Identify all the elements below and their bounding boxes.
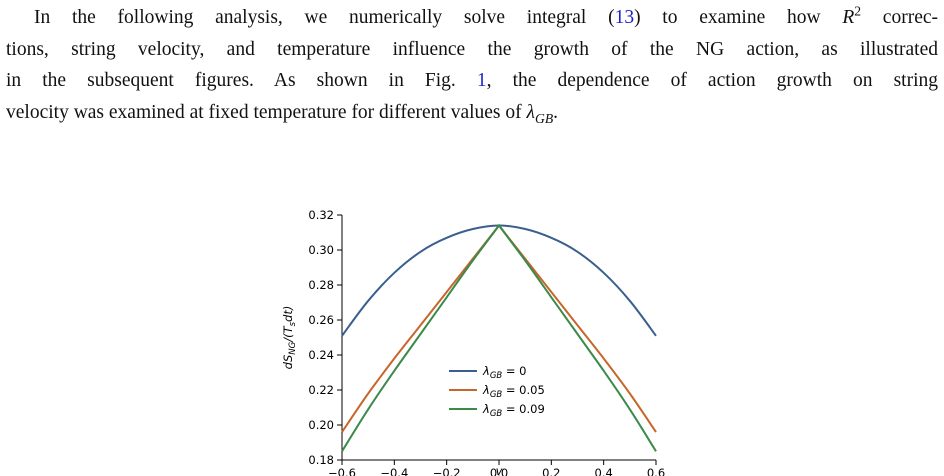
series-line-1 [341,223,657,433]
paragraph-line-4: velocity was examined at fixed temperatu… [6,97,938,129]
y-tick-label: 0.20 [308,418,334,432]
math-subscript: GB [534,110,554,126]
text-span: correc- [861,7,938,28]
text-span: ) to examine how [634,7,843,28]
paragraph-line-2: tions, string velocity, and temperature … [6,38,938,60]
curves-group [341,223,657,452]
y-tick-label: 0.30 [308,243,334,257]
series-line-2 [341,223,657,452]
legend-label-2: λGB = 0.09 [482,402,545,419]
y-tick-label: 0.24 [308,348,334,362]
paragraph-line-1: In the following analysis, we numericall… [6,2,938,34]
legend: λGB = 0 λGB = 0.05 λGB = 0.09 [449,364,545,419]
text-span: , the dependence of action growth on str… [486,70,938,91]
y-tick-label: 0.22 [308,383,334,397]
x-tick-label: 0.4 [595,466,613,476]
text-span: In the following analysis, we numericall… [34,7,615,28]
math-exponent: 2 [854,3,862,19]
paragraph-line-3: in the subsequent figures. As shown in F… [6,65,938,97]
y-tick-label: 0.32 [308,208,334,222]
x-tick-label: 0.6 [647,466,665,476]
math-R: R [842,7,855,28]
text-span: velocity was examined at fixed temperatu… [6,101,527,123]
equation-ref-link[interactable]: 13 [614,7,635,28]
x-axis-label: v [496,464,503,476]
x-tick-label: −0.4 [380,466,408,476]
axes-group: −0.6 −0.4 −0.2 0.0 0.2 0.4 0.6 0.18 0.20 0.22 0.24… [281,208,665,476]
figure-ref-link[interactable]: 1 [476,70,487,91]
text-span: . [553,101,559,123]
y-tick-label: 0.26 [308,313,334,327]
y-tick-label: 0.18 [308,453,334,467]
legend-label-0: λGB = 0 [482,364,527,381]
x-tick-label: 0.2 [542,466,560,476]
y-axis-label: dSNG/(Tsdt) [281,306,298,370]
x-tick-label: 0.0 [490,466,508,476]
series-line-0 [341,224,657,337]
body-paragraph: In the following analysis, we numericall… [6,2,938,128]
y-tick-label: 0.28 [308,278,334,292]
math-lambda: λ [526,101,535,123]
x-tick-label: −0.2 [433,466,461,476]
legend-label-1: λGB = 0.05 [482,383,545,400]
x-tick-label: −0.6 [328,466,356,476]
text-span: in the subsequent figures. As shown in F… [6,70,477,91]
